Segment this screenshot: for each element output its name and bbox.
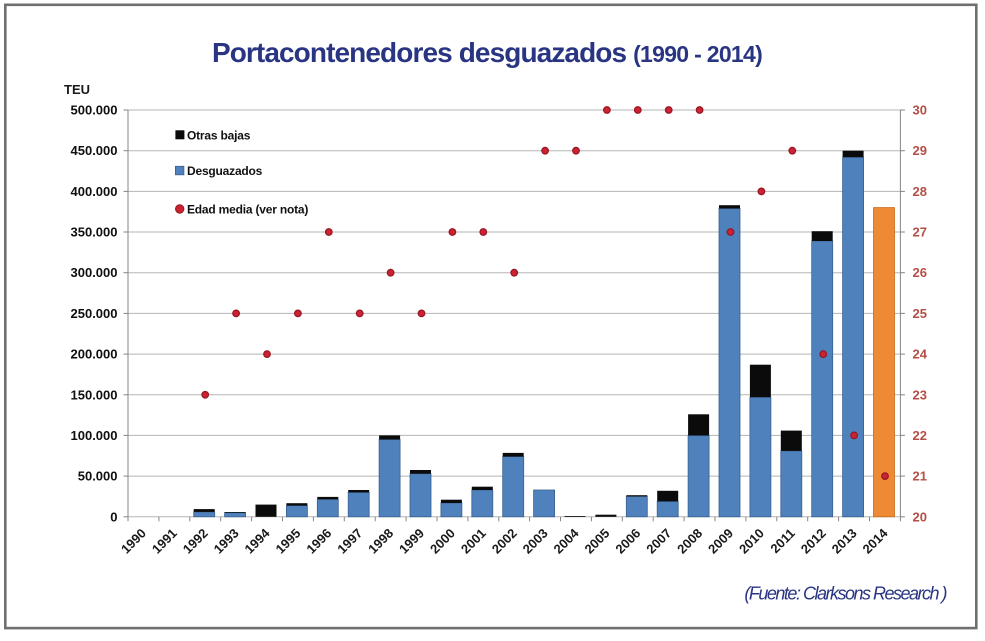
svg-text:23: 23	[913, 387, 927, 402]
svg-text:Portacontenedores desguazados: Portacontenedores desguazados (1990 - 20…	[212, 37, 762, 68]
svg-text:20: 20	[913, 509, 927, 524]
svg-text:Edad media (ver nota): Edad media (ver nota)	[187, 202, 308, 216]
svg-text:100.000: 100.000	[71, 428, 118, 443]
svg-text:25: 25	[913, 306, 927, 321]
svg-text:350.000: 350.000	[71, 225, 118, 240]
svg-text:50.000: 50.000	[78, 469, 118, 484]
svg-text:TEU: TEU	[64, 82, 90, 97]
svg-text:250.000: 250.000	[71, 306, 118, 321]
svg-text:450.000: 450.000	[71, 143, 118, 158]
svg-text:29: 29	[913, 143, 927, 158]
svg-text:(Fuente: Clarksons Research ): (Fuente: Clarksons Research )	[744, 584, 946, 604]
svg-text:24: 24	[913, 347, 928, 362]
svg-text:200.000: 200.000	[71, 347, 118, 362]
svg-text:Desguazados: Desguazados	[187, 164, 263, 178]
svg-text:26: 26	[913, 265, 927, 280]
svg-text:0: 0	[110, 509, 117, 524]
svg-text:30: 30	[913, 103, 927, 118]
svg-text:400.000: 400.000	[71, 184, 118, 199]
svg-text:500.000: 500.000	[71, 103, 118, 118]
svg-text:22: 22	[913, 428, 927, 443]
svg-text:Otras bajas: Otras bajas	[187, 129, 251, 143]
svg-text:300.000: 300.000	[71, 265, 118, 280]
svg-text:21: 21	[913, 469, 927, 484]
svg-text:150.000: 150.000	[71, 387, 118, 402]
svg-text:27: 27	[913, 225, 927, 240]
svg-text:28: 28	[913, 184, 927, 199]
